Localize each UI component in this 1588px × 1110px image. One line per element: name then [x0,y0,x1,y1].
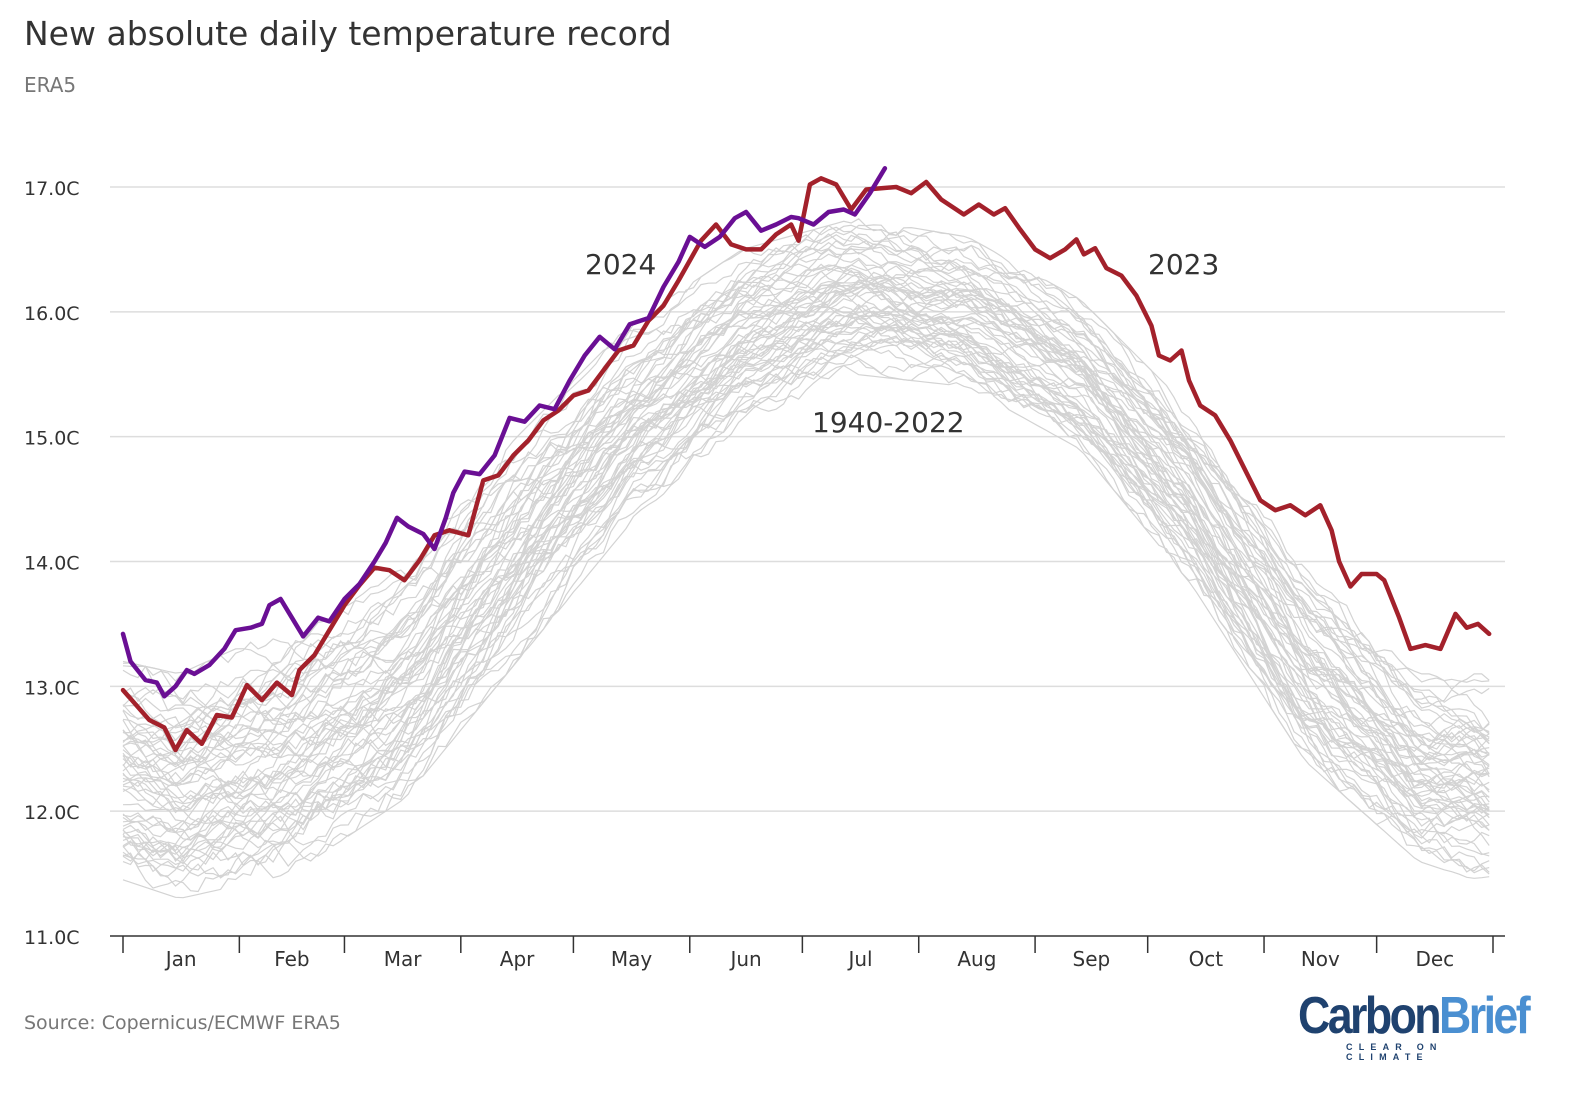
y-tick-label: 15.0C [24,428,80,450]
y-tick-label: 13.0C [24,677,80,699]
x-tick-label: Dec [1415,947,1454,971]
x-tick-label: Jun [728,947,761,971]
historical-year-line [122,251,1490,724]
historical-year-line [122,231,1490,758]
historical-year-line [122,230,1490,762]
historical-year-line [122,239,1490,776]
historical-year-line [122,318,1490,796]
annotation-2023: 2023 [1148,248,1219,281]
historical-year-line [122,275,1490,734]
historical-year-line [122,278,1490,819]
x-tick-label: Mar [384,947,423,971]
annotation-2024: 2024 [585,248,656,281]
annotation-1940-2022: 1940-2022 [812,406,965,439]
x-tick-label: Oct [1189,947,1224,971]
historical-year-line [122,306,1490,779]
historical-year-line [122,344,1490,866]
carbonbrief-logo: CarbonBrief CLEAR ON CLIMATE [1298,987,1531,1062]
historical-year-line [122,246,1490,734]
x-tick-label: Feb [274,947,309,971]
chart-subtitle: ERA5 [24,73,77,97]
historical-year-line [122,364,1490,879]
historical-year-line [122,284,1490,844]
historical-year-line [122,226,1490,738]
x-tick-label: Sep [1073,947,1111,971]
historical-year-line [122,224,1490,747]
x-tick-label: Nov [1301,947,1340,971]
logo-carbon: Carbon [1298,987,1442,1045]
series-lines [120,166,1492,753]
historical-year-line [122,270,1490,811]
historical-year-line [122,322,1490,829]
historical-year-line [122,295,1490,787]
historical-year-line [122,339,1490,834]
historical-year-line [122,344,1490,887]
historical-year-line [122,264,1490,738]
logo-brief: Brief [1439,987,1531,1045]
y-tick-label: 16.0C [24,303,80,325]
historical-year-line [122,281,1490,787]
historical-year-line [122,233,1490,749]
historical-year-line [122,354,1490,899]
historical-year-line [122,265,1490,785]
y-tick-label: 17.0C [24,178,80,200]
x-tick-label: Jul [846,947,872,971]
historical-year-line [122,269,1490,756]
chart-title: New absolute daily temperature record [24,14,672,53]
x-tick-label: Jan [164,947,197,971]
y-tick-label: 14.0C [24,553,80,575]
historical-year-line [122,279,1490,819]
historical-year-line [122,325,1490,877]
historical-year-line [122,303,1490,852]
series-line-2023 [120,176,1492,753]
y-tick-label: 11.0C [24,927,80,949]
x-tick-label: Apr [500,947,535,971]
historical-year-line [122,281,1490,812]
series-line-2024 [120,166,888,699]
logo-tagline: CLEAR ON CLIMATE [1346,1042,1443,1062]
axes: 11.0C 12.0C 13.0C 14.0C 15.0C 16.0C 17.0C Jan Fe… [24,178,1505,971]
x-tick-label: May [611,947,653,971]
y-tick-label: 12.0C [24,802,80,824]
historical-year-line [122,224,1490,740]
historical-year-line [122,319,1490,875]
historical-year-line [122,265,1490,772]
source-note: Source: Copernicus/ECMWF ERA5 [24,1012,341,1034]
historical-year-line [122,272,1490,745]
historical-lines-1940-2022 [122,218,1490,899]
x-tick-label: Aug [957,947,996,971]
historical-year-line [122,334,1490,879]
historical-year-line [122,279,1490,775]
